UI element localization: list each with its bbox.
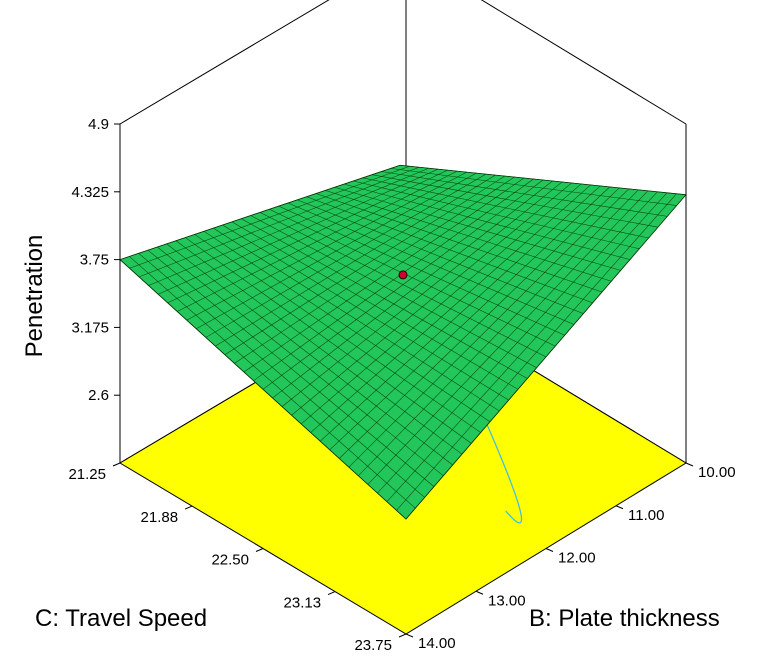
- mesh-line: [157, 246, 444, 477]
- z-tick-label: 4.325: [71, 184, 109, 201]
- y-tick-mark: [685, 462, 694, 467]
- y-tick-mark: [475, 590, 484, 595]
- mesh-line: [386, 192, 668, 502]
- z-tick-label: 3.175: [71, 319, 109, 336]
- surface-mesh: [119, 164, 687, 520]
- mesh-line: [138, 253, 425, 498]
- z-tick-label: 2.6: [88, 387, 109, 404]
- y-tick-mark: [405, 633, 414, 638]
- y-tick-label: 12.00: [558, 550, 596, 567]
- z-tick-label: 4.9: [88, 116, 109, 133]
- y-tick-label: 10.00: [698, 464, 736, 481]
- y-tick-label: 11.00: [628, 507, 664, 524]
- response-surface: [119, 164, 687, 520]
- x-tick-mark: [398, 633, 407, 638]
- mesh-line: [147, 249, 435, 487]
- z-axis-title: Penetration: [21, 235, 48, 358]
- x-tick-label: 21.88: [141, 509, 179, 526]
- x-tick-label: 22.50: [211, 552, 249, 569]
- z-tick-label: 3.75: [80, 252, 109, 269]
- mesh-line: [367, 190, 649, 485]
- box-top-right: [480, 0, 687, 125]
- y-axis-title: B: Plate thickness: [529, 605, 720, 632]
- y-tick-label: 13.00: [488, 592, 526, 609]
- x-tick-label: 21.25: [68, 466, 106, 483]
- x-tick-label: 23.75: [354, 637, 392, 654]
- y-tick-label: 14.00: [418, 635, 456, 652]
- y-tick-mark: [615, 505, 624, 510]
- mesh-line: [129, 256, 416, 509]
- x-axis-title: C: Travel Speed: [35, 605, 207, 632]
- x-tick-mark: [255, 548, 264, 552]
- mesh-line: [396, 193, 677, 511]
- x-tick-mark: [184, 505, 193, 510]
- x-tick-mark: [327, 591, 336, 596]
- mesh-line: [119, 259, 407, 520]
- x-tick-label: 23.13: [284, 595, 322, 612]
- y-tick-mark: [545, 548, 554, 552]
- design-point: [398, 270, 408, 280]
- mesh-line: [377, 191, 658, 494]
- mesh-line: [166, 243, 453, 466]
- x-tick-mark: [112, 462, 121, 467]
- axis-ticks: 2.6 3.175 3.75 4.325 4.9 21.25 21.88 22.50 23.13…: [68, 116, 735, 654]
- mesh-line: [405, 194, 687, 520]
- box-top-left: [119, 0, 330, 125]
